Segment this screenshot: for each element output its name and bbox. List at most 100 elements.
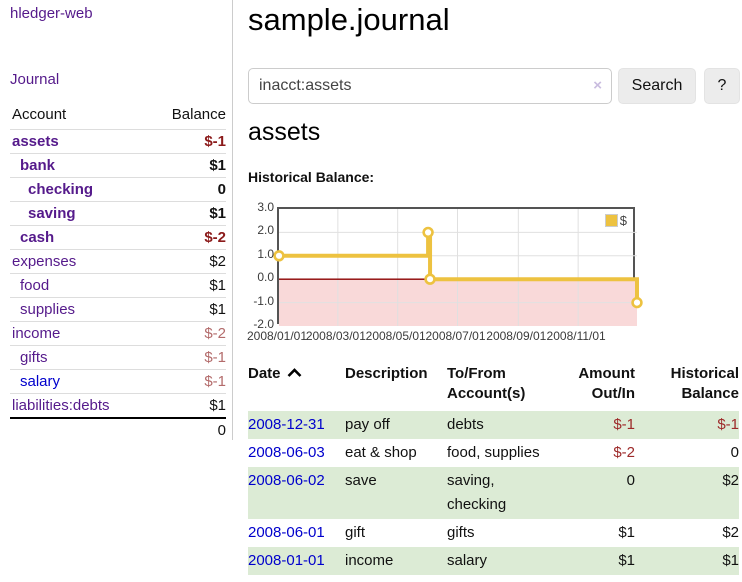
sidebar-account-balance: $1	[209, 205, 226, 222]
sidebar-account-balance: $-2	[204, 325, 226, 342]
sidebar-account-row: checking 0	[10, 177, 226, 201]
register-header-label: Amount	[578, 365, 635, 382]
register-column-header: Description	[345, 360, 447, 411]
transaction-balance: $2	[722, 472, 739, 489]
data-point-marker	[422, 226, 434, 239]
sidebar-account-link[interactable]: expenses	[12, 253, 77, 270]
y-axis-tick-label: -2.0	[253, 317, 274, 331]
sidebar: hledger-web Journal Account Balance asse…	[0, 0, 233, 440]
sidebar-account-balance: $2	[209, 253, 226, 270]
accounts-total-row: 0	[10, 417, 226, 442]
main-content: sample.journal × Search ? assets Histori…	[247, 0, 742, 582]
transaction-amount: $1	[618, 552, 635, 569]
x-axis-tick-label: 2008/09/01	[486, 329, 547, 343]
y-axis-tick-label: -1.0	[253, 293, 274, 308]
transaction-date-link[interactable]: 2008-06-03	[248, 444, 325, 461]
transaction-amount: $1	[618, 524, 635, 541]
transaction-amount: $-2	[613, 444, 635, 461]
legend-label: $	[619, 213, 627, 228]
register-header-label: Account(s)	[447, 385, 526, 402]
register-row: 2008-06-02 save saving, checking 0 $2	[248, 467, 739, 519]
sidebar-account-link[interactable]: salary	[20, 373, 61, 390]
sidebar-account-link[interactable]: supplies	[20, 301, 76, 318]
accounts-total-value: 0	[217, 422, 226, 439]
transaction-accounts: debts	[447, 416, 484, 433]
sidebar-account-balance: $1	[209, 157, 226, 174]
y-axis-tick-label: 2.0	[257, 223, 274, 238]
transaction-balance: $-1	[717, 416, 739, 433]
sidebar-account-row: supplies $1	[10, 297, 226, 321]
transaction-date-link[interactable]: 2008-06-02	[248, 472, 325, 489]
sidebar-account-balance: 0	[217, 181, 226, 198]
sidebar-account-link[interactable]: food	[20, 277, 50, 294]
account-heading: assets	[248, 118, 321, 146]
transaction-description: pay off	[345, 416, 390, 433]
transaction-balance: $2	[722, 524, 739, 541]
sidebar-account-link[interactable]: bank	[20, 157, 56, 174]
transaction-description: save	[345, 472, 377, 489]
accounts-table: Account Balance assets $-1 bank $1 checking 0…	[10, 103, 226, 442]
transaction-accounts: gifts	[447, 524, 475, 541]
x-axis-tick-label: 2008/11/01	[546, 329, 606, 343]
register-header-label: Historical	[670, 365, 739, 382]
transaction-accounts: salary	[447, 552, 488, 569]
sidebar-account-balance: $-1	[204, 373, 226, 390]
sidebar-account-link[interactable]: saving	[28, 205, 76, 222]
chart-canvas	[273, 209, 643, 326]
sidebar-account-row: income $-2	[10, 321, 226, 345]
transaction-date-link[interactable]: 2008-06-01	[248, 524, 325, 541]
x-axis-tick-label: 2008/03/01	[305, 329, 366, 343]
transaction-amount: 0	[626, 472, 635, 489]
data-point-marker	[631, 296, 643, 309]
sidebar-item-journal[interactable]: Journal	[10, 71, 60, 88]
register-row: 2008-06-03 eat & shop food, supplies $-2 0	[248, 439, 739, 467]
data-point-marker	[424, 273, 436, 285]
sidebar-account-link[interactable]: income	[12, 325, 61, 342]
clear-search-icon[interactable]: ×	[593, 77, 602, 94]
accounts-header-balance: Balance	[171, 106, 226, 123]
transaction-amount: $-1	[613, 416, 635, 433]
register-column-header: Historical Balance	[635, 360, 739, 411]
sidebar-account-row: food $1	[10, 273, 226, 297]
transaction-description: income	[345, 552, 394, 569]
page-title: sample.journal	[248, 2, 450, 37]
sidebar-account-row: expenses $2	[10, 249, 226, 273]
sidebar-account-link[interactable]: assets	[12, 133, 59, 150]
search-button[interactable]: Search	[618, 68, 696, 104]
register-row: 2008-12-31 pay off debts $-1 $-1	[248, 411, 739, 439]
register-column-header: To/From Account(s)	[447, 360, 547, 411]
transaction-description: gift	[345, 524, 366, 541]
sort-ascending-chevron-icon	[287, 368, 301, 377]
register-row: 2008-01-01 income salary $1 $1	[248, 547, 739, 575]
app-title-link[interactable]: hledger-web	[10, 5, 93, 22]
x-axis-tick-label: 2008/07/01	[425, 329, 486, 343]
chart-plot-area: $	[273, 207, 643, 326]
transaction-balance: 0	[730, 444, 739, 461]
register-column-header[interactable]: Date	[248, 360, 345, 411]
register-header-label: Balance	[681, 385, 739, 402]
sidebar-account-link[interactable]: liabilities:debts	[12, 397, 110, 414]
sidebar-account-balance: $-1	[204, 133, 226, 150]
search-form: × Search ?	[248, 68, 742, 104]
accounts-header-account: Account	[12, 106, 67, 123]
historical-balance-chart: $ 3.0 2.0 1.0 0.0 -1.0 -2.0 2008/01/01 2008/03/…	[247, 196, 742, 346]
x-axis-tick-label: 2008/05/01	[365, 329, 426, 343]
sidebar-account-row: bank $1	[10, 153, 226, 177]
y-axis-tick-label: 0.0	[257, 270, 274, 285]
sidebar-account-link[interactable]: gifts	[20, 349, 48, 366]
transaction-accounts: saving, checking	[447, 472, 507, 513]
register-header-label: Out/In	[591, 385, 635, 402]
help-button[interactable]: ?	[704, 68, 740, 104]
sidebar-account-row: liabilities:debts $1	[10, 393, 226, 417]
y-axis-tick-label: 3.0	[257, 200, 274, 214]
legend-swatch-icon	[604, 214, 618, 227]
register-header-label: To/From	[447, 365, 506, 382]
register-header-label: Date	[248, 365, 281, 382]
sidebar-account-link[interactable]: checking	[28, 181, 94, 198]
sidebar-account-row: gifts $-1	[10, 345, 226, 369]
transaction-date-link[interactable]: 2008-01-01	[248, 552, 325, 569]
sidebar-account-balance: $-1	[204, 349, 226, 366]
transaction-date-link[interactable]: 2008-12-31	[248, 416, 325, 433]
search-input[interactable]	[248, 68, 612, 104]
sidebar-account-link[interactable]: cash	[20, 229, 55, 246]
